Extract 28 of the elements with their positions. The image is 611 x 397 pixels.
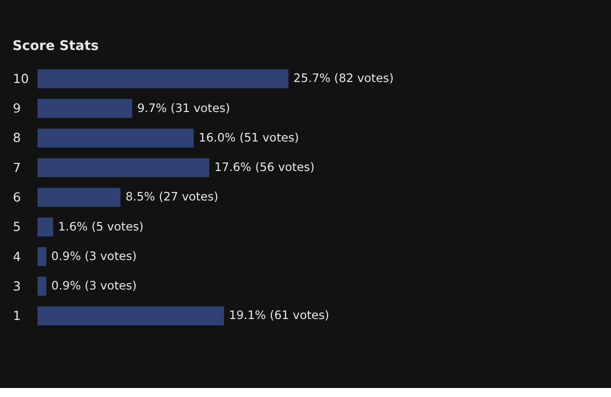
data-label: 25.7% (82 votes) xyxy=(293,71,394,86)
bar xyxy=(38,188,120,207)
y-tick-label: 3 xyxy=(12,278,21,294)
bar xyxy=(38,158,210,178)
y-tick-label: 5 xyxy=(12,219,21,234)
data-label: 9.7% (31 votes) xyxy=(137,100,230,115)
bar xyxy=(38,276,46,296)
y-tick-label: 9 xyxy=(12,100,21,116)
bar xyxy=(38,69,288,88)
y-tick-label: 6 xyxy=(12,190,21,204)
data-label: 1.6% (5 votes) xyxy=(58,219,144,234)
data-label: 16.0% (51 votes) xyxy=(198,130,299,144)
data-label: 8.5% (27 votes) xyxy=(125,190,218,204)
y-tick-label: 4 xyxy=(12,248,21,264)
data-label: 0.9% (3 votes) xyxy=(51,248,137,263)
bar xyxy=(38,247,46,266)
bar xyxy=(38,306,224,326)
y-tick-label: 8 xyxy=(12,130,21,146)
y-tick-label: 10 xyxy=(12,70,29,86)
chart-title: Score Stats xyxy=(12,38,99,54)
bar xyxy=(38,98,132,118)
data-label: 17.6% (56 votes) xyxy=(214,160,315,174)
bar xyxy=(38,128,194,148)
y-tick-label: 7 xyxy=(12,160,21,175)
bar xyxy=(38,217,54,236)
y-tick-label: 1 xyxy=(12,308,21,324)
data-label: 19.1% (61 votes) xyxy=(228,308,330,322)
data-label: 0.9% (3 votes) xyxy=(51,278,137,293)
